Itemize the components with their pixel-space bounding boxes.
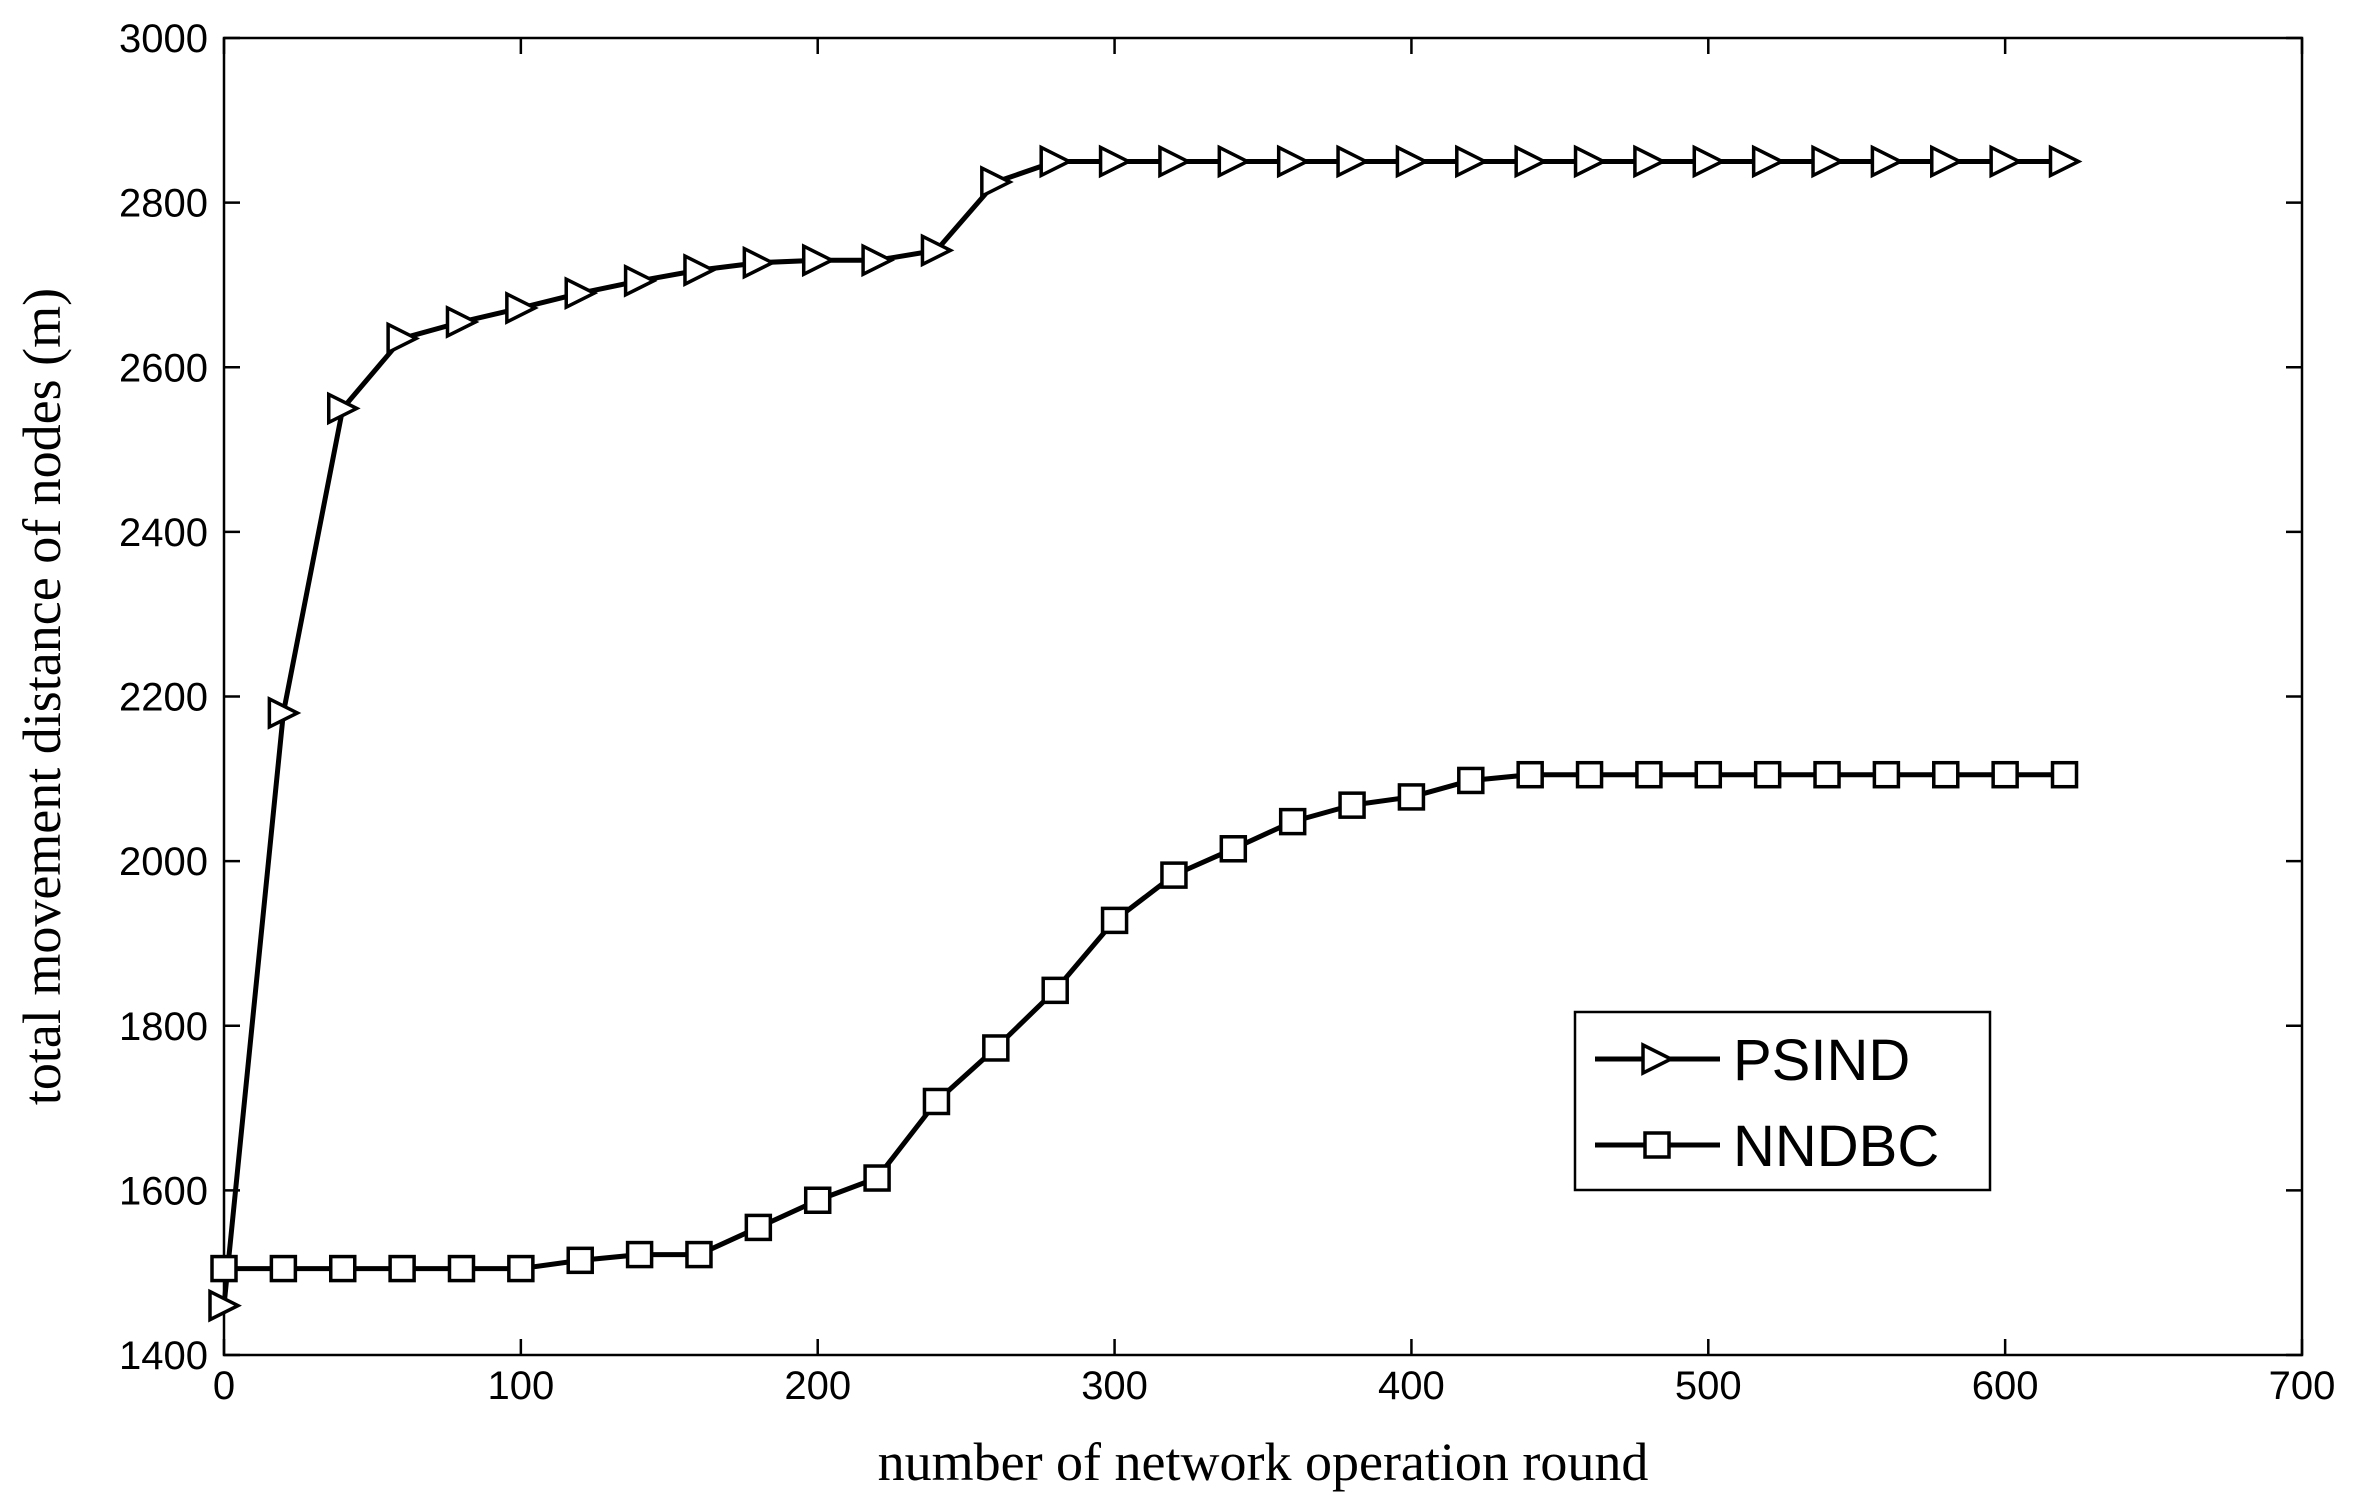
data-point-psind (1751, 144, 1786, 179)
data-point-nndbc (922, 1087, 951, 1116)
y-tick-label: 2000 (119, 840, 208, 884)
y-tick-label: 1400 (119, 1334, 208, 1378)
y-axis-title: total movement distance of nodes (m) (12, 288, 72, 1105)
tick-labels: 0 100 200 300 400 500 600 700 1400 1600 1800 2000 22… (119, 17, 2335, 1408)
data-point-nndbc (1100, 906, 1129, 935)
data-point-psind (861, 243, 895, 278)
data-point-nndbc (625, 1240, 654, 1269)
data-point-psind (1336, 144, 1370, 179)
data-point-nndbc (1635, 760, 1663, 789)
x-tick-label: 100 (487, 1364, 554, 1408)
data-point-nndbc (1694, 760, 1723, 789)
x-tick-label: 0 (213, 1364, 235, 1408)
data-point-psind (1989, 144, 2024, 179)
y-tick-label: 1600 (119, 1169, 208, 1213)
data-point-psind (1158, 144, 1192, 179)
data-point-nndbc (1338, 791, 1366, 819)
data-point-psind (1692, 144, 1727, 179)
data-point-nndbc (210, 1254, 238, 1283)
data-point-nndbc (2050, 760, 2079, 789)
data-point-psind (445, 305, 480, 339)
x-tick-label: 300 (1081, 1364, 1148, 1408)
data-point-nndbc (1932, 760, 1960, 789)
data-point-psind (208, 1288, 242, 1323)
data-point-nndbc (1278, 807, 1307, 836)
data-point-nndbc (1397, 783, 1426, 811)
data-point-nndbc (269, 1254, 298, 1283)
data-point-psind (920, 233, 955, 268)
data-point-nndbc (1160, 861, 1188, 889)
legend-marker-nndbc (1643, 1131, 1671, 1159)
data-point-nndbc (863, 1164, 891, 1192)
y-tick-label: 1800 (119, 1005, 208, 1049)
data-point-psind (2048, 144, 2083, 179)
legend-label-psind: PSIND (1733, 1028, 1910, 1093)
x-tick-label: 200 (784, 1364, 851, 1408)
legend-marker-psind (1641, 1042, 1675, 1076)
data-point-nndbc (1872, 760, 1901, 789)
y-tick-label: 3000 (119, 17, 208, 61)
data-point-psind (1217, 144, 1252, 179)
data-point-nndbc (447, 1254, 476, 1283)
data-point-nndbc (1516, 760, 1544, 789)
data-point-nndbc (388, 1254, 416, 1283)
data-point-psind (1870, 144, 1905, 179)
y-tick-label: 2800 (119, 182, 208, 226)
y-tick-label: 2200 (119, 676, 208, 720)
data-point-psind (801, 243, 836, 278)
data-point-nndbc (1041, 976, 1069, 1005)
legend-box (1573, 1010, 1992, 1192)
data-point-nndbc (1575, 760, 1604, 789)
data-point-nndbc (1991, 760, 2019, 789)
data-point-psind (1455, 144, 1489, 179)
x-tick-label: 700 (2269, 1364, 2336, 1408)
data-point-nndbc (1813, 760, 1841, 789)
data-point-psind (505, 291, 539, 325)
series-psind (208, 144, 2083, 1323)
x-tick-label: 500 (1675, 1364, 1742, 1408)
legend-label-nndbc: NNDBC (1733, 1114, 1939, 1179)
series-layer (208, 144, 2083, 1323)
data-point-nndbc (328, 1254, 357, 1283)
data-point-nndbc (685, 1240, 713, 1269)
data-point-psind (1930, 144, 1964, 179)
data-point-psind (1633, 144, 1667, 179)
data-point-nndbc (1753, 760, 1782, 789)
data-point-nndbc (1219, 835, 1248, 863)
data-point-psind (1811, 144, 1845, 179)
data-point-psind (1395, 144, 1430, 179)
data-point-nndbc (803, 1186, 832, 1215)
data-point-psind (1276, 144, 1311, 179)
data-point-nndbc (507, 1254, 535, 1283)
data-point-psind (326, 391, 361, 426)
data-point-psind (1573, 144, 1608, 179)
data-point-psind (623, 263, 658, 298)
data-point-psind (564, 276, 599, 311)
data-point-nndbc (1457, 766, 1485, 795)
x-tick-label: 600 (1972, 1364, 2039, 1408)
data-point-psind (980, 165, 1014, 199)
x-tick-label: 400 (1378, 1364, 1445, 1408)
data-point-psind (1098, 144, 1133, 179)
x-axis-title: number of network operation round (878, 1432, 1649, 1492)
data-point-psind (742, 245, 777, 280)
data-point-nndbc (744, 1213, 773, 1242)
data-point-psind (267, 696, 302, 730)
legend: PSIND NNDBC (1573, 1010, 1992, 1192)
series-nndbc (210, 760, 2079, 1283)
data-point-psind (386, 321, 421, 356)
data-point-psind (683, 253, 717, 287)
data-point-nndbc (982, 1034, 1010, 1062)
data-point-nndbc (566, 1246, 594, 1275)
axis-ticks (222, 36, 2304, 1357)
data-point-psind (1514, 144, 1549, 179)
y-tick-label: 2600 (119, 346, 208, 390)
y-tick-label: 2400 (119, 511, 208, 555)
data-point-psind (1039, 144, 1074, 179)
